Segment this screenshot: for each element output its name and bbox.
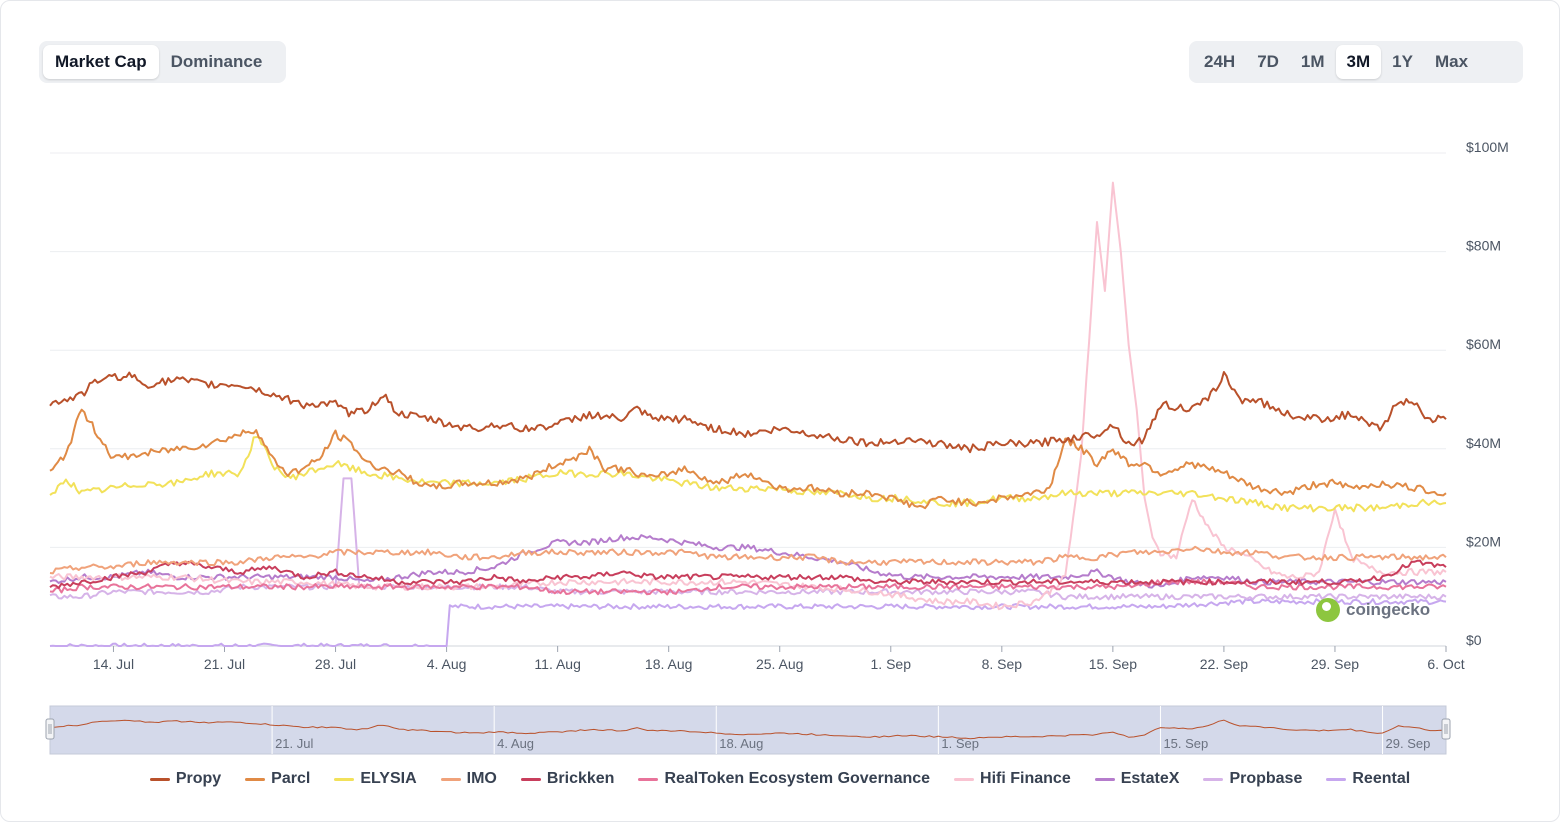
dominance-tab[interactable]: Dominance — [159, 45, 275, 79]
legend-label: Reental — [1352, 770, 1411, 787]
y-tick-label: $60M — [1466, 336, 1501, 352]
range-7d-button[interactable]: 7D — [1246, 45, 1290, 79]
x-tick-label: 18. Aug — [645, 656, 693, 672]
x-tick-label: 4. Aug — [427, 656, 467, 672]
x-tick-label: 29. Sep — [1311, 656, 1359, 672]
legend-label: EstateX — [1120, 770, 1180, 787]
navigator-left-handle[interactable] — [45, 718, 55, 740]
legend-swatch-icon — [520, 777, 541, 781]
range-navigator[interactable]: 21. Jul 4. Aug 18. Aug 1. Sep 15. Sep 29. Sep — [45, 705, 1451, 755]
legend-label: ELYSIA — [360, 770, 417, 787]
legend-item-parcl[interactable]: Parcl — [245, 770, 310, 788]
navigator-series-line — [49, 719, 1447, 740]
chart-legend: Propy Parcl ELYSIA IMO Brickken RealToken Eco… — [0, 770, 1560, 788]
y-tick-label: $40M — [1466, 435, 1501, 451]
legend-swatch-icon — [1203, 777, 1224, 781]
series-line-propbase — [49, 477, 1447, 601]
legend-swatch-icon — [638, 777, 659, 781]
series-line-realtoken-ecosystem-governance — [49, 578, 1447, 596]
legend-item-propy[interactable]: Propy — [149, 770, 222, 788]
x-tick-label: 1. Sep — [871, 656, 912, 672]
legend-label: Propbase — [1229, 770, 1303, 787]
series-line-propy — [49, 371, 1447, 454]
metric-toggle: Market Cap Dominance — [39, 41, 286, 83]
x-tick-label: 15. Sep — [1089, 656, 1137, 672]
navigator-right-handle[interactable] — [1441, 718, 1451, 740]
legend-swatch-icon — [440, 777, 461, 781]
range-3m-button[interactable]: 3M — [1335, 45, 1382, 79]
range-1y-button[interactable]: 1Y — [1381, 45, 1424, 79]
series-line-brickken — [49, 559, 1447, 589]
navigator-label: 1. Sep — [941, 736, 979, 751]
navigator-label: 21. Jul — [275, 736, 313, 751]
legend-swatch-icon — [149, 777, 170, 781]
grid-lines — [50, 152, 1446, 647]
y-tick-label: $20M — [1466, 533, 1501, 549]
legend-label: Propy — [175, 770, 222, 787]
legend-item-estatex[interactable]: EstateX — [1094, 770, 1180, 788]
x-tick-label: 28. Jul — [315, 656, 356, 672]
legend-swatch-icon — [1094, 777, 1115, 781]
legend-label: Hifi Finance — [980, 770, 1071, 787]
legend-label: Brickken — [546, 770, 615, 787]
x-tick-label: 11. Aug — [534, 656, 580, 672]
x-tick-label: 22. Sep — [1200, 656, 1248, 672]
x-tick-label: 21. Jul — [204, 656, 245, 672]
navigator-selection — [49, 705, 1447, 755]
legend-item-hifi-finance[interactable]: Hifi Finance — [954, 770, 1071, 788]
series-line-parcl — [49, 408, 1447, 510]
legend-swatch-icon — [1326, 777, 1347, 781]
legend-label: IMO — [466, 770, 497, 787]
coingecko-watermark: coingecko — [1316, 598, 1430, 622]
navigator-label: 18. Aug — [719, 736, 763, 751]
x-tick-label: 8. Sep — [982, 656, 1023, 672]
range-24h-button[interactable]: 24H — [1193, 45, 1246, 79]
navigator-label: 15. Sep — [1163, 736, 1208, 751]
legend-item-propbase[interactable]: Propbase — [1203, 770, 1302, 788]
legend-swatch-icon — [334, 777, 355, 781]
x-tick-label: 25. Aug — [756, 656, 804, 672]
legend-item-imo[interactable]: IMO — [440, 770, 497, 788]
legend-label: Parcl — [271, 770, 311, 787]
x-axis-labels: 14. Jul 21. Jul 28. Jul 4. Aug 11. Aug 18. Au… — [93, 646, 1465, 672]
navigator-label: 29. Sep — [1386, 736, 1431, 751]
navigator-label: 4. Aug — [497, 736, 534, 751]
legend-item-elysia[interactable]: ELYSIA — [334, 770, 417, 788]
legend-label: RealToken Ecosystem Governance — [664, 770, 931, 787]
series-line-elysia — [49, 436, 1447, 513]
legend-item-brickken[interactable]: Brickken — [520, 770, 615, 788]
legend-item-realtoken-ecosystem-governance[interactable]: RealToken Ecosystem Governance — [638, 770, 930, 788]
y-tick-label: $80M — [1466, 238, 1501, 254]
watermark-text: coingecko — [1346, 600, 1431, 619]
range-selector: 24H 7D 1M 3M 1Y Max — [1189, 41, 1523, 83]
x-tick-label: 14. Jul — [93, 656, 134, 672]
legend-swatch-icon — [245, 777, 266, 781]
legend-swatch-icon — [954, 777, 975, 781]
y-tick-label: $0 — [1466, 632, 1482, 648]
range-1m-button[interactable]: 1M — [1290, 45, 1336, 79]
legend-item-reental[interactable]: Reental — [1326, 770, 1410, 788]
series-line-reental — [49, 598, 1447, 647]
y-tick-label: $100M — [1466, 139, 1509, 155]
series-line-imo — [49, 545, 1447, 575]
market-cap-tab[interactable]: Market Cap — [43, 45, 159, 79]
series-line-hifi-finance — [49, 181, 1447, 611]
y-axis-labels: $0 $20M $40M $60M $80M $100M — [1466, 139, 1509, 648]
series-line-estatex — [49, 534, 1447, 589]
coingecko-logo-icon — [1316, 598, 1340, 622]
x-tick-label: 6. Oct — [1427, 656, 1464, 672]
range-max-button[interactable]: Max — [1424, 45, 1479, 79]
series-lines — [49, 181, 1447, 647]
